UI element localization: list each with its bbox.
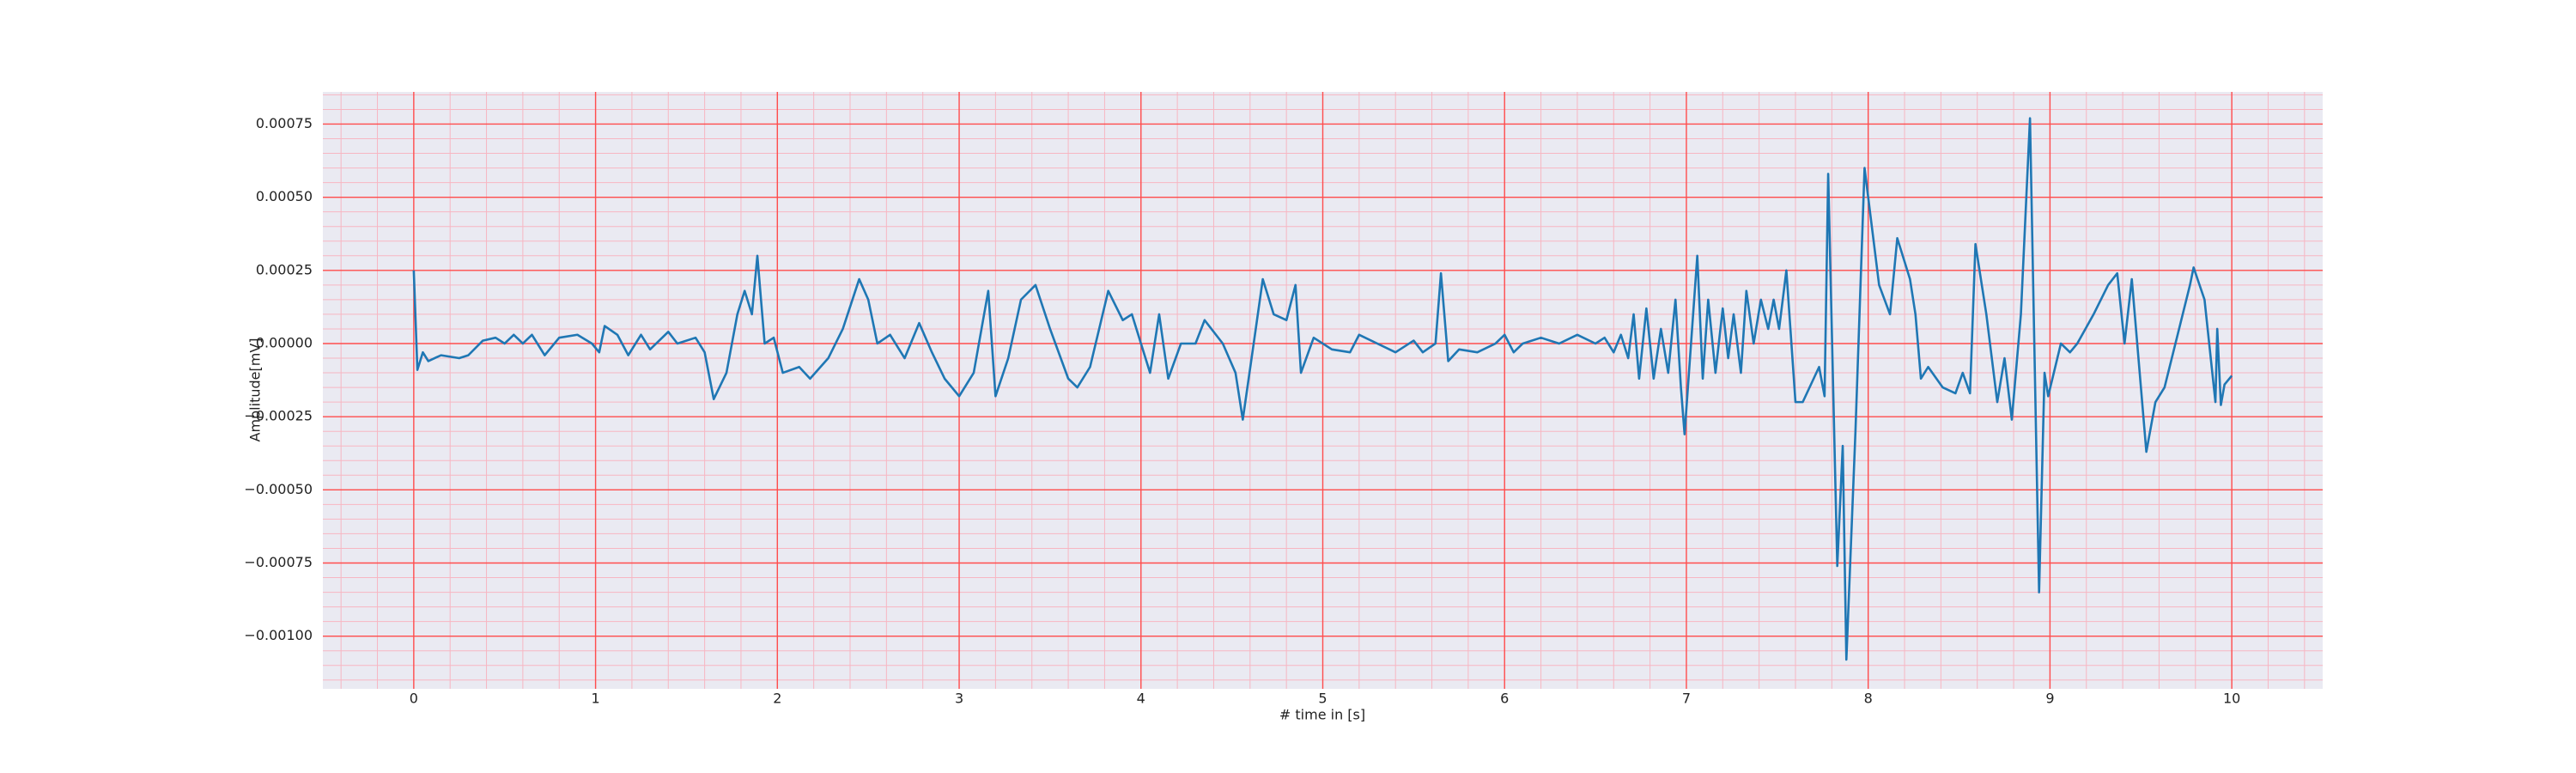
signal-line bbox=[412, 117, 2233, 661]
x-tick-label: 1 bbox=[591, 691, 599, 707]
x-axis-label: # time in [s] bbox=[1279, 707, 1365, 723]
x-tick-label: 0 bbox=[410, 691, 418, 707]
x-tick-label: 10 bbox=[2223, 691, 2240, 707]
x-tick-label: 6 bbox=[1500, 691, 1509, 707]
x-tick-label: 8 bbox=[1864, 691, 1873, 707]
y-tick-label: −0.00025 bbox=[244, 408, 313, 424]
x-tick-label: 4 bbox=[1137, 691, 1145, 707]
y-tick-label: −0.00075 bbox=[244, 554, 313, 570]
x-tick-label: 9 bbox=[2045, 691, 2054, 707]
x-tick-label: 3 bbox=[955, 691, 963, 707]
y-tick-label: 0.00050 bbox=[256, 188, 313, 204]
y-tick-label: −0.00050 bbox=[244, 481, 313, 497]
x-tick-label: 2 bbox=[773, 691, 781, 707]
x-tick-label: 7 bbox=[1682, 691, 1691, 707]
y-axis-label: Amplitude[mV] bbox=[247, 338, 264, 441]
x-tick-label: 5 bbox=[1318, 691, 1327, 707]
y-tick-label: 0.00075 bbox=[256, 115, 313, 131]
y-tick-label: −0.00100 bbox=[244, 627, 313, 643]
y-tick-label: 0.00000 bbox=[256, 334, 313, 350]
y-tick-label: 0.00025 bbox=[256, 261, 313, 277]
